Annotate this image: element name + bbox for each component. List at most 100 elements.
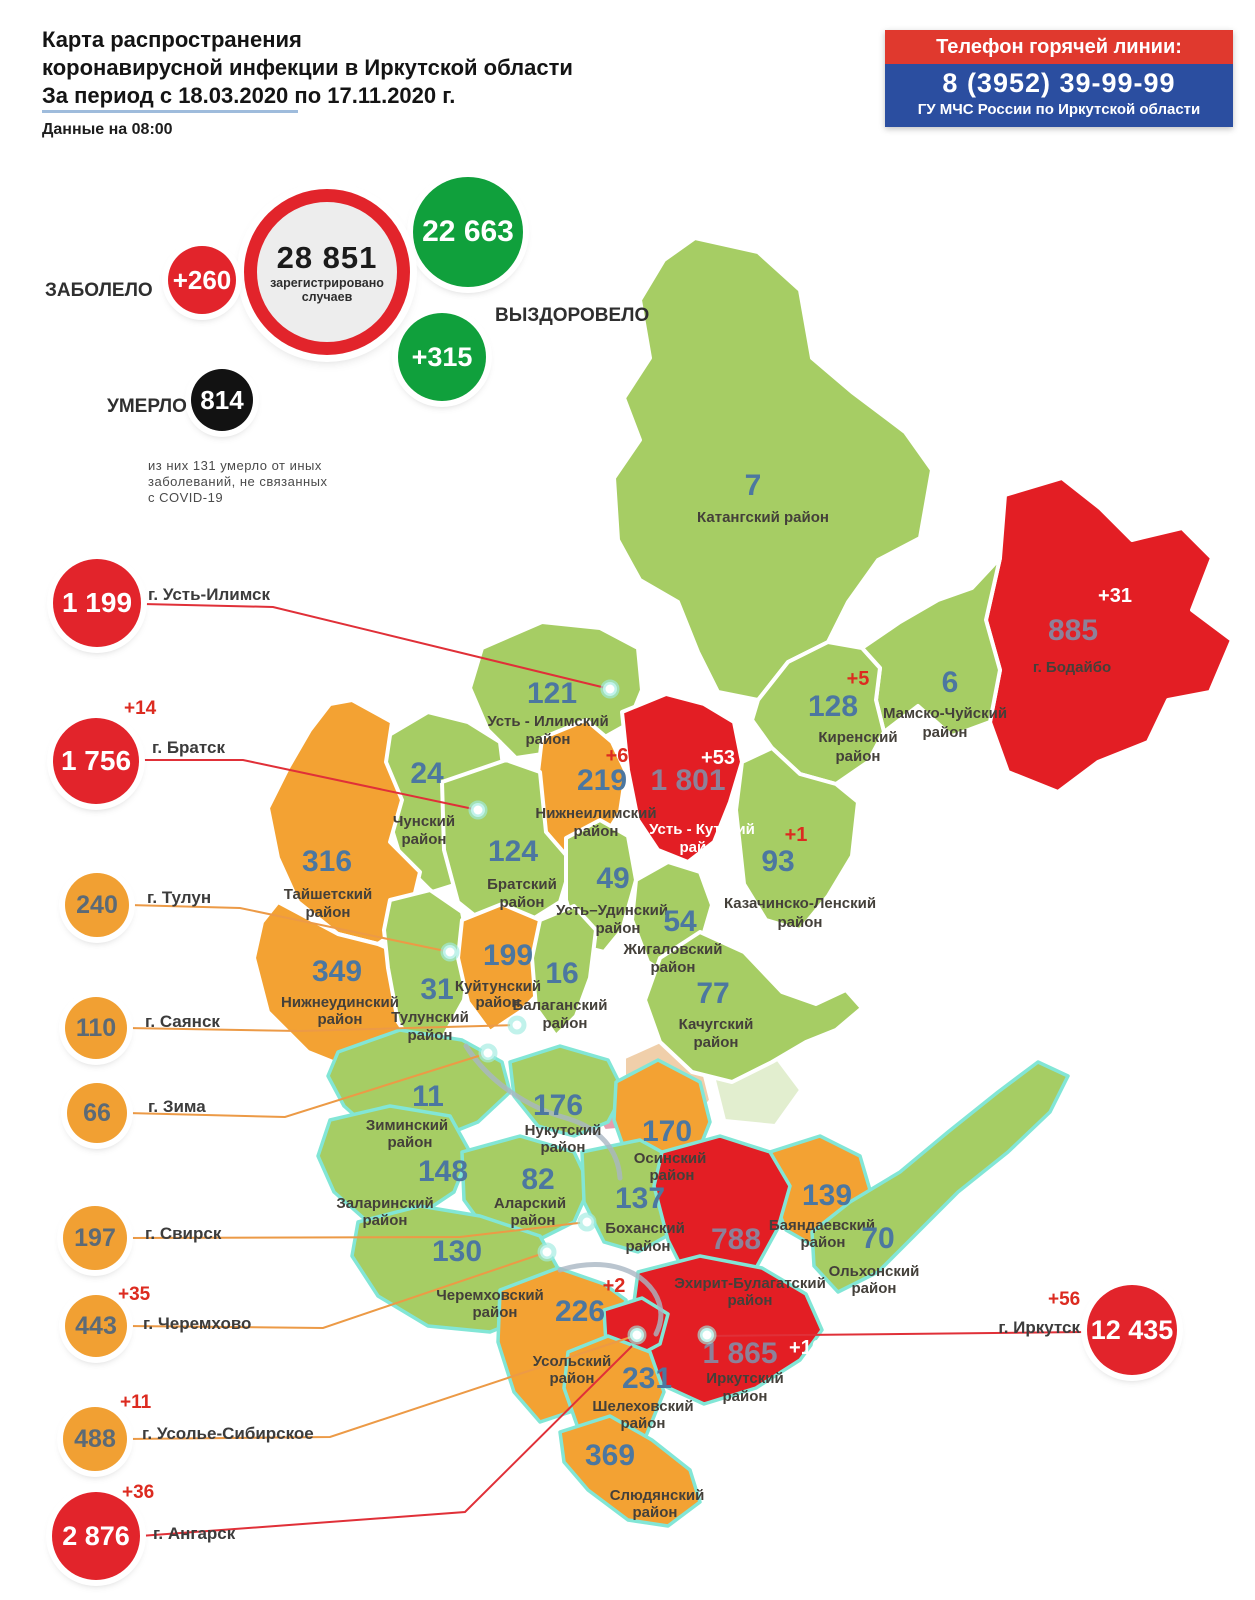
city-delta-cheremkhovo: +35	[118, 1284, 151, 1305]
ust-ilimsky-value: 121	[527, 677, 577, 710]
hotline-title: Телефон горячей линии:	[885, 30, 1233, 64]
balagansky-name1: Балаганский	[513, 997, 608, 1014]
bodaibo-value: 885	[1048, 614, 1098, 647]
cheremkhovsky-value: 130	[432, 1235, 482, 1268]
city-bubble-irkutsk: 12 435	[1087, 1285, 1177, 1375]
tulunsky-name2: район	[408, 1027, 453, 1044]
died-note-line-3: с COVID-19	[148, 490, 224, 505]
district-ust-ilimsky-shape	[468, 620, 644, 760]
connector-tulun	[128, 904, 451, 953]
district-kazachinsko-lensky-shape	[734, 746, 860, 932]
osinsky-name1: Осинский	[634, 1150, 707, 1167]
city-delta-usolye: +11	[120, 1392, 152, 1413]
city-bubble-angarsk: 2 876	[52, 1492, 140, 1580]
kazachinsko-lensky-value: 93	[761, 845, 794, 878]
title-line-3: За период с 18.03.2020 по 17.11.2020 г.	[42, 83, 456, 108]
slyudyansky-name2: район	[633, 1504, 678, 1521]
city-label-cheremkhovo: г. Черемхово	[143, 1314, 252, 1333]
bokhansky-name1: Боханский	[605, 1220, 685, 1237]
sick-delta-value: +260	[172, 264, 232, 295]
map-dot-usolye	[627, 1325, 647, 1345]
osinsky-value: 170	[642, 1115, 692, 1148]
irkutsky-name2: район	[723, 1388, 768, 1405]
nizhneilimsky-delta: +6	[606, 745, 629, 767]
olkhonsky-name2: район	[852, 1280, 897, 1297]
mamsko-chuysky-value: 6	[942, 666, 959, 699]
district-balagansky-shape	[530, 904, 598, 1038]
kirensky-name1: Киренский	[818, 729, 897, 746]
ziminsky-value: 11	[412, 1080, 444, 1113]
died-value: 814	[200, 384, 244, 415]
ust-kutsky-value: 1 801	[650, 764, 725, 797]
district-kuytunsky-shape	[456, 902, 558, 1034]
osinsky-name2: район	[650, 1167, 695, 1184]
title-line-2: коронавирусной инфекции в Иркутской обла…	[42, 55, 573, 80]
died-note-line-1: из них 131 умерло от иных	[148, 458, 322, 473]
olkhonsky-name1: Ольхонский	[829, 1263, 920, 1280]
total-cases-value: 28 851	[276, 239, 378, 275]
ust-kutsky-name1: Усть - Кутский	[649, 821, 755, 838]
irkutsky-name1: Иркутский	[706, 1370, 783, 1387]
recovered-delta-bubble: +315	[398, 313, 486, 401]
died-bubble: 814	[191, 369, 253, 431]
olkhonsky-value: 70	[861, 1222, 894, 1255]
district-ust-kutsky-shape	[620, 692, 744, 864]
connector-irkutsk	[706, 1331, 1088, 1337]
ust-ilimsky-name2: район	[526, 731, 571, 748]
hotline-org: ГУ МЧС России по Иркутской области	[917, 101, 1201, 118]
slyudyansky-name1: Слюдянский	[610, 1487, 705, 1504]
total-cases-caption-2: случаев	[301, 290, 353, 304]
city-label-angarsk: г. Ангарск	[153, 1524, 236, 1543]
bokhansky-value: 137	[615, 1182, 665, 1215]
district-slyudyansky-shape	[558, 1414, 702, 1528]
city-delta-irkutsk: +56	[1048, 1289, 1081, 1310]
cheremkhovsky-name1: Черемховский	[436, 1287, 544, 1304]
map-dot-tulun	[440, 942, 460, 962]
slyudyansky-value: 369	[585, 1439, 635, 1472]
kirensky-value: 128	[808, 690, 858, 723]
cheremkhovsky-name2: район	[473, 1304, 518, 1321]
city-value-tulun: 240	[76, 890, 118, 919]
connector-zima	[126, 1052, 489, 1119]
map-dot-ust-ilimsk	[600, 679, 620, 699]
recovered-label: ВЫЗДОРОВЕЛО	[495, 305, 650, 326]
kirensky-delta: +5	[847, 668, 870, 690]
title-underline	[42, 110, 298, 113]
kachugsky-value: 77	[696, 977, 729, 1010]
ust-udinsky-name1: Усть–Удинский	[556, 902, 668, 919]
bratsky-name2: район	[500, 894, 545, 911]
kachugsky-name2: район	[694, 1034, 739, 1051]
ust-udinsky-value: 49	[596, 862, 629, 895]
ziminsky-name1: Зиминский	[366, 1117, 448, 1134]
city-label-usolye: г. Усолье-Сибирское	[142, 1424, 314, 1443]
river-line-1	[463, 1043, 623, 1181]
kazachinsko-lensky-name1: Казачинско-Ленский	[724, 895, 876, 912]
usolsky-delta: +2	[603, 1275, 626, 1297]
recovered-delta-value: +315	[411, 341, 473, 372]
map-dot-bratsk	[468, 800, 488, 820]
nizhneilimsky-value: 219	[577, 764, 627, 797]
bayandaevsky-name1: Баяндаевский	[769, 1217, 875, 1234]
nukutsky-name1: Нукутский	[525, 1122, 602, 1139]
district-zalarinsky-shape	[316, 1104, 472, 1224]
city-label-bratsk: г. Братск	[152, 738, 225, 757]
city-bubble-sayansk: 110	[65, 997, 127, 1059]
nizhneilimsky-name2: район	[574, 823, 619, 840]
usolsky-name1: Усольский	[533, 1353, 612, 1370]
sick-delta-bubble: +260	[168, 246, 236, 314]
ekhirit-bulagatsky-name1: Эхирит-Булагатский	[674, 1275, 826, 1292]
district-nukutsky-shape	[508, 1044, 626, 1138]
balagansky-value: 16	[545, 957, 578, 990]
recovered-bubble: 22 663	[413, 177, 523, 287]
city-bubble-tulun: 240	[65, 873, 129, 937]
ust-kutsky-delta: +53	[701, 747, 735, 769]
city-label-irkutsk: г. Иркутск	[998, 1318, 1080, 1337]
chunsky-name2: район	[402, 831, 447, 848]
city-bubble-svirsk: 197	[63, 1206, 127, 1270]
chunsky-name1: Чунский	[393, 813, 455, 830]
connector-bratsk	[137, 759, 479, 811]
total-cases-caption-1: зарегистрировано	[270, 275, 384, 290]
chunsky-value: 24	[410, 757, 444, 790]
ziminsky-name2: район	[388, 1134, 433, 1151]
